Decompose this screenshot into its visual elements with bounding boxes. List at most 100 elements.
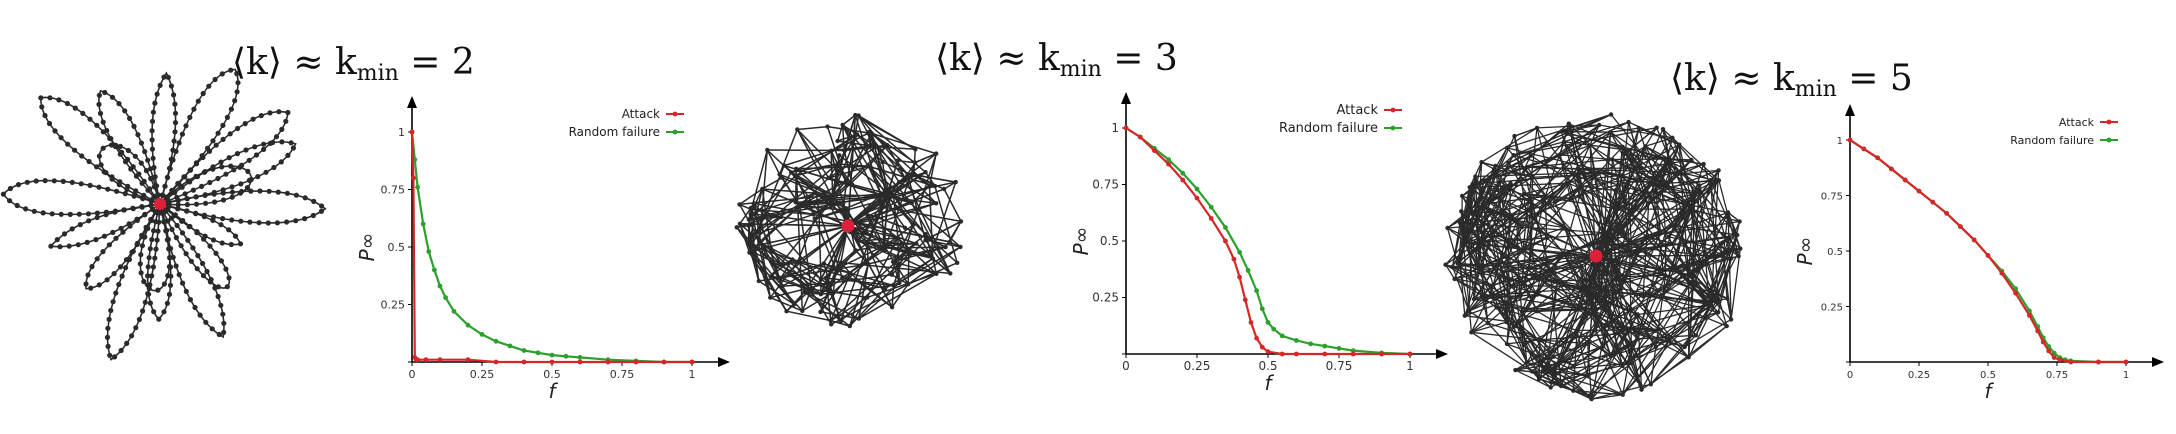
network-edge (864, 212, 899, 239)
network-node (923, 237, 928, 243)
network-edge (1477, 230, 1494, 233)
network-node (1650, 181, 1655, 187)
network-node (784, 309, 789, 314)
network-node (228, 241, 234, 248)
network-node (751, 243, 757, 249)
network-edge (842, 276, 886, 290)
network-edge (1612, 193, 1650, 237)
network-edge (886, 171, 926, 197)
network-node (188, 258, 194, 264)
network-node (238, 218, 244, 224)
network-node (1445, 225, 1450, 231)
network-node (66, 243, 72, 249)
legend-marker (2106, 119, 2112, 125)
network-node (771, 262, 776, 267)
network-node (1615, 274, 1620, 279)
network-edge (847, 225, 893, 308)
network-edge (1644, 145, 1670, 188)
attack-point (1999, 270, 2005, 276)
network-edge (1595, 254, 1666, 277)
network-edge (1476, 230, 1489, 324)
network-edge (1471, 331, 1533, 372)
network-edge (849, 202, 937, 233)
random-failure-point (1245, 268, 1251, 273)
network-node (165, 273, 171, 279)
network-edge (1538, 378, 1589, 397)
network-edge (1496, 306, 1578, 332)
network-node (885, 143, 890, 148)
network-node (218, 302, 224, 308)
network-node (1605, 242, 1611, 247)
network-node (237, 190, 243, 196)
network-node (746, 223, 751, 228)
network-node (1638, 382, 1643, 388)
network-edge (1568, 123, 1579, 169)
network-edge (753, 203, 822, 280)
network-node (235, 125, 241, 132)
network-node (175, 198, 181, 204)
chart-3: 0 0.25 0.5 0.75 1 0.25 0.5 0.75 1 f P∞ Attack Random… (1793, 104, 2164, 403)
network-edge (1641, 356, 1690, 391)
network-node (1460, 193, 1465, 199)
network-node (248, 176, 254, 183)
network-node (1690, 205, 1695, 210)
network-node (1482, 178, 1487, 183)
network-node (84, 239, 90, 245)
y-tick-label: 1 (1111, 121, 1119, 135)
network-edge (1622, 305, 1710, 367)
network-node (96, 101, 102, 107)
network-node (1508, 181, 1513, 186)
network-node (94, 122, 100, 128)
network-edge (1594, 301, 1614, 331)
network-edge (892, 261, 937, 275)
random-failure-point (432, 267, 437, 273)
network-node (72, 105, 78, 111)
network-edge (823, 262, 837, 270)
network-node (201, 169, 207, 175)
network-node (1652, 175, 1657, 181)
x-axis-arrow (2152, 357, 2164, 367)
network-edge (814, 218, 837, 270)
network-edge (1506, 343, 1540, 380)
random-failure-point (420, 221, 426, 227)
network-node (256, 220, 262, 226)
network-node (165, 218, 171, 224)
random-failure-line (1849, 139, 2126, 364)
network-node (1635, 312, 1640, 317)
network-node (209, 326, 215, 332)
y-axis-arrow (1121, 92, 1131, 104)
network-edge (1650, 347, 1657, 385)
network-node (218, 258, 224, 264)
network-node (1551, 371, 1556, 377)
network-node (133, 173, 139, 179)
network-edge (1447, 176, 1533, 229)
x-axis-arrow (718, 357, 730, 367)
network-edge (835, 242, 868, 270)
network-node (184, 196, 190, 202)
network-edge (1516, 182, 1569, 222)
network-node (843, 179, 848, 184)
network-edge (1671, 207, 1694, 245)
network-edge (1507, 162, 1532, 203)
network-node (229, 217, 235, 223)
attack-point (1916, 188, 1922, 194)
network-node (94, 256, 100, 262)
network-node (1622, 151, 1628, 156)
network-node (86, 158, 92, 165)
attack-point (2057, 357, 2063, 363)
network-node (138, 270, 144, 276)
network-node (49, 211, 55, 217)
network-node (865, 131, 871, 136)
network-node (201, 236, 207, 242)
network-node (203, 319, 209, 325)
network-node (906, 282, 911, 287)
network-node (1645, 201, 1651, 206)
network-node (948, 271, 953, 276)
network-node (747, 250, 752, 255)
network-node (148, 198, 155, 204)
network-edge (1478, 231, 1495, 268)
network-node (1701, 161, 1706, 167)
legend-label-attack: Attack (1336, 103, 1378, 118)
network-edge (1648, 193, 1702, 268)
network-node (226, 275, 232, 281)
